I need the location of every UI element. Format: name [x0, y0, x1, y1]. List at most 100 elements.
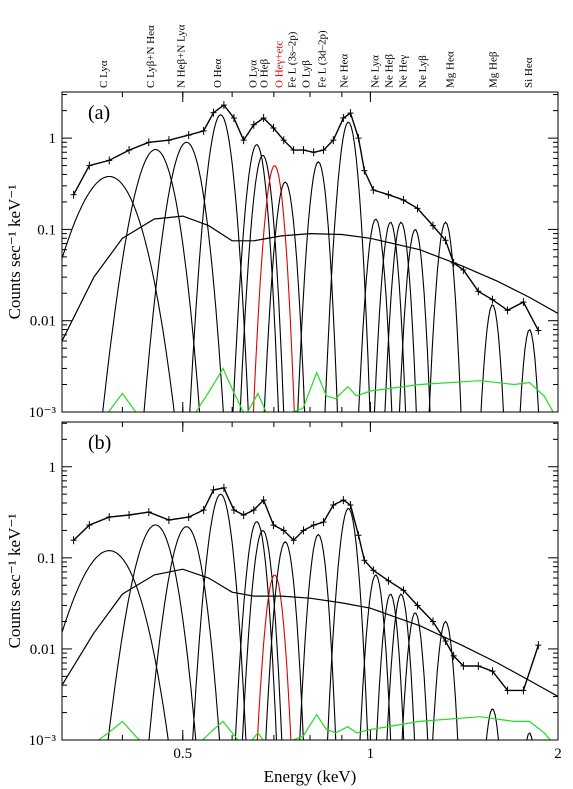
y-tick-label: 0.1 [37, 222, 56, 238]
data-point [220, 483, 227, 492]
data-point [320, 146, 327, 155]
model-curve [62, 215, 558, 342]
data-point [361, 166, 368, 175]
data-point [504, 306, 511, 315]
data-point [240, 136, 247, 145]
component [480, 304, 504, 412]
data-point [280, 526, 287, 535]
line-label: Ne Heα [338, 54, 350, 88]
data-point [504, 686, 511, 695]
x-tick-label: 0.5 [173, 746, 192, 762]
data-point [165, 516, 172, 525]
data-point [280, 136, 287, 145]
data-point [520, 298, 527, 307]
line-label: Ne Heγ [397, 55, 409, 88]
component [297, 160, 338, 412]
data-point [385, 576, 392, 585]
y-tick-label: 0.1 [37, 551, 56, 567]
model-curve [62, 568, 558, 698]
data-point [520, 686, 527, 695]
component [192, 493, 247, 740]
data-point [330, 136, 337, 145]
component [62, 175, 175, 412]
data-point [145, 138, 152, 147]
line-label: O Heα [212, 58, 224, 88]
x-tick-label: 1 [367, 746, 375, 762]
data-point [86, 161, 93, 170]
data-line [72, 104, 540, 331]
data-point [385, 190, 392, 199]
data-point [260, 496, 267, 505]
data-point [414, 601, 421, 610]
component [263, 181, 306, 412]
line-label: Fe L (3s–2p) [286, 31, 298, 88]
data-point [185, 131, 192, 140]
component [107, 524, 197, 740]
line-label: C Lyα [98, 60, 110, 88]
data-point [210, 108, 217, 117]
data-point [442, 236, 449, 245]
component [148, 526, 221, 740]
data-point [230, 114, 237, 123]
line-label: Ne Heβ [383, 54, 395, 88]
data-point [200, 126, 207, 135]
data-point [475, 661, 482, 670]
data-point [70, 536, 77, 545]
component [232, 143, 280, 412]
component [256, 574, 292, 740]
data-point [230, 506, 237, 515]
y-tick-label: 10⁻³ [29, 733, 57, 749]
data-point [106, 156, 113, 165]
line-label: N Heβ+N Lyα [176, 24, 188, 88]
component [375, 593, 405, 740]
component [519, 328, 540, 412]
line-label: Ne Lyβ [417, 55, 429, 88]
data-point [330, 501, 337, 510]
data-point [185, 513, 192, 522]
data-line [73, 487, 540, 692]
data-point [340, 114, 347, 123]
line-label: Fe L (3d–2p) [317, 30, 329, 88]
data-point [429, 617, 436, 626]
data-point [460, 661, 467, 670]
data-point [240, 511, 247, 520]
component [299, 533, 337, 740]
data-point [86, 521, 93, 530]
data-point [126, 511, 133, 520]
y-tick-label: 1 [49, 131, 57, 147]
data-point [126, 146, 133, 155]
data-point [145, 508, 152, 517]
y-tick-label: 10⁻³ [29, 405, 57, 421]
line-label: O Lyβ [301, 60, 313, 88]
data-point [361, 556, 368, 565]
data-point [70, 190, 77, 199]
component [62, 550, 169, 740]
line-label: O Heβ [259, 58, 271, 88]
data-point [260, 114, 267, 123]
data-point [429, 221, 436, 230]
line-label: O Lyα [248, 60, 260, 88]
line-label: Si Heα [523, 57, 535, 88]
component [386, 593, 416, 740]
line-label: Mg Heβ [487, 51, 499, 88]
x-axis-label: Energy (keV) [264, 767, 357, 786]
y-tick-label: 1 [49, 460, 57, 476]
component [143, 141, 224, 412]
data-point [370, 566, 377, 575]
data-point [355, 134, 362, 143]
component [401, 612, 429, 740]
data-point [489, 295, 496, 304]
panel-label: (b) [88, 432, 111, 454]
line-label: O Heγ+etc [273, 40, 285, 88]
data-point [220, 101, 227, 110]
data-point [320, 518, 327, 527]
y-axis-label: Counts sec⁻¹ keV⁻¹ [5, 185, 24, 320]
data-point [355, 531, 362, 540]
data-point [370, 186, 377, 195]
data-point [414, 204, 421, 213]
data-point [300, 146, 307, 155]
data-point [340, 496, 347, 505]
data-point [347, 109, 354, 118]
data-point [250, 120, 257, 129]
